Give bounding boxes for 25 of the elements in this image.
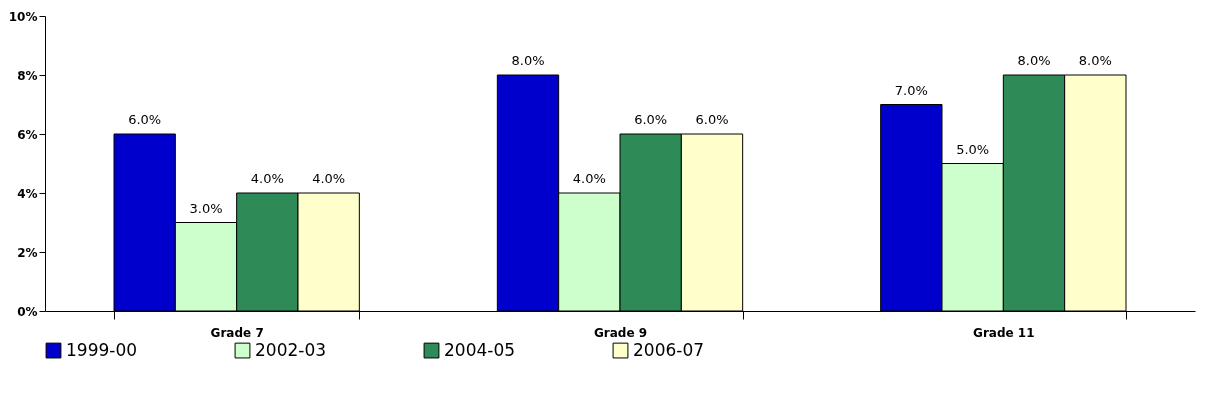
legend-label: 2002-03 — [255, 339, 327, 360]
y-tick-label: 6% — [17, 127, 38, 142]
data-label: 8.0% — [511, 53, 545, 68]
data-label: 4.0% — [312, 171, 346, 186]
x-tick-label: Grade 11 — [973, 325, 1035, 340]
legend-label: 2004-05 — [444, 339, 516, 360]
y-tick-label: 0% — [17, 304, 38, 319]
data-label: 6.0% — [128, 112, 162, 127]
data-label: 5.0% — [956, 141, 990, 157]
y-tick-label: 8% — [17, 68, 38, 83]
data-label: 4.0% — [572, 171, 606, 186]
x-tick-label: Grade 7 — [210, 325, 264, 340]
y-tick-label: 10% — [8, 9, 38, 24]
data-label: 8.0% — [1078, 53, 1112, 68]
y-tick-label: 2% — [17, 245, 38, 260]
data-label: 8.0% — [1017, 53, 1051, 68]
legend-label: 2006-07 — [633, 339, 705, 360]
data-label: 4.0% — [250, 171, 284, 186]
x-tick-label: Grade 9 — [593, 325, 648, 340]
data-label: 3.0% — [189, 200, 223, 216]
data-label: 7.0% — [894, 82, 928, 98]
data-label: 6.0% — [634, 112, 668, 127]
y-tick-label: 4% — [17, 186, 38, 201]
data-label: 6.0% — [695, 112, 729, 127]
legend-label: 1999-00 — [66, 339, 138, 360]
